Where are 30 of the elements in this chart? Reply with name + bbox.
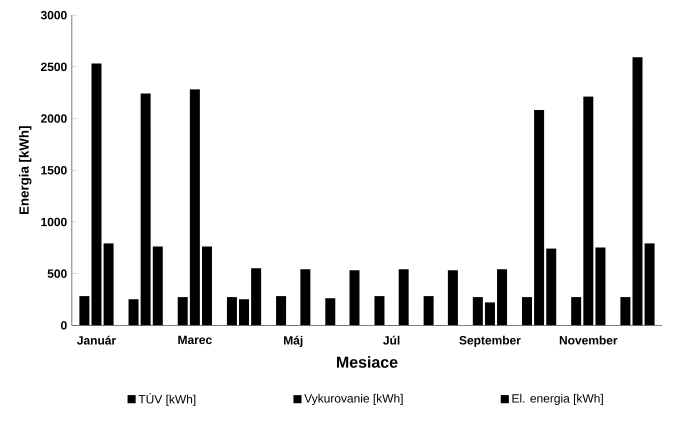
x-tick-label: Marec [178, 336, 212, 344]
bar [202, 246, 212, 326]
bar [497, 269, 508, 326]
y-tick-label: 2500 [40, 62, 67, 72]
y-axis-title: Energia [kWh] [18, 126, 32, 214]
bar [398, 269, 409, 326]
bar [104, 244, 114, 326]
y-tick-label: 0 [61, 321, 67, 330]
y-tick-label: 3000 [40, 11, 67, 20]
y-tick-label: 1500 [41, 166, 67, 175]
x-axis-title: Mesiace [337, 356, 398, 368]
bar [300, 269, 310, 326]
x-tick-label: Júl [383, 336, 400, 345]
bar [350, 270, 360, 326]
x-tick-label: Máj [284, 336, 302, 348]
y-tick-label: 500 [48, 270, 67, 278]
legend-label: Vykurovanie [kWh] [304, 394, 403, 406]
legend-label: El. energia [kWh] [512, 394, 603, 406]
x-tick-label: November [560, 336, 618, 345]
bar [251, 268, 262, 326]
bar [152, 246, 163, 326]
bar [644, 244, 655, 326]
x-tick-label: Január [77, 336, 116, 345]
bar [546, 248, 556, 326]
y-tick-label: 1000 [41, 218, 67, 226]
bar [595, 248, 606, 326]
legend-label: TÚV [kWh] [138, 393, 196, 406]
y-tick-label: 2000 [40, 114, 67, 123]
x-tick-label: September [459, 336, 521, 348]
bar [448, 270, 458, 326]
